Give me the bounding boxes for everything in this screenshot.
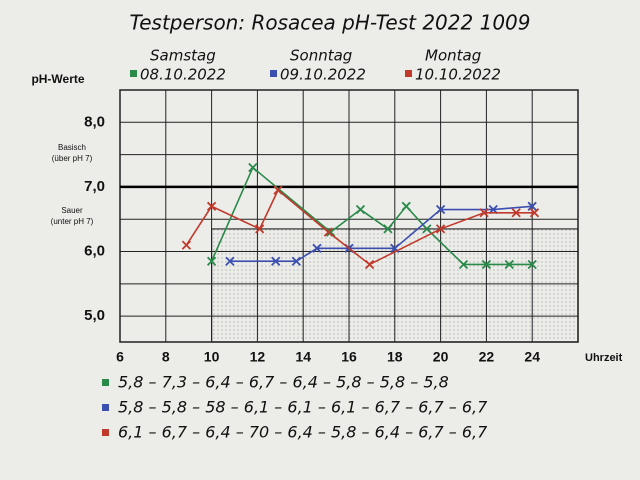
value-row: 5,8 – 7,3 – 6,4 – 6,7 – 6,4 – 5,8 – 5,8 … xyxy=(118,373,449,392)
legend-marker xyxy=(102,379,109,386)
chart-title: Testperson: Rosacea pH-Test 2022 1009 xyxy=(129,11,530,35)
legend-marker xyxy=(405,70,412,77)
x-tick-label: 20 xyxy=(433,349,449,365)
point-marker xyxy=(364,259,375,270)
point-marker xyxy=(206,256,217,266)
legend-marker xyxy=(102,429,109,436)
point-marker xyxy=(401,201,411,211)
y-tick-label: 5,0 xyxy=(84,307,105,324)
annotation: Basisch xyxy=(58,143,86,152)
point-marker xyxy=(323,227,334,237)
point-marker xyxy=(511,208,521,218)
point-marker xyxy=(326,227,336,237)
legend-label: Samstag xyxy=(150,47,216,65)
point-marker xyxy=(291,256,301,266)
point-marker xyxy=(504,259,514,270)
x-tick-label: 22 xyxy=(479,349,495,365)
point-marker xyxy=(529,208,540,218)
point-marker xyxy=(255,224,265,234)
point-marker xyxy=(225,256,235,266)
point-marker xyxy=(248,162,258,173)
point-marker xyxy=(458,259,469,270)
point-marker xyxy=(435,204,446,215)
point-marker xyxy=(527,259,537,270)
point-marker xyxy=(206,201,217,211)
point-marker xyxy=(479,208,489,218)
legend-label: 08.10.2022 xyxy=(140,66,226,84)
point-marker xyxy=(181,240,192,250)
point-marker xyxy=(527,201,537,211)
point-marker xyxy=(383,224,393,234)
legend-label: 10.10.2022 xyxy=(415,66,501,84)
annotation: (über pH 7) xyxy=(52,154,93,163)
legend-marker xyxy=(102,404,109,411)
x-axis-label: Uhrzeit xyxy=(585,352,623,364)
x-tick-label: 18 xyxy=(387,349,403,365)
x-tick-label: 8 xyxy=(162,349,170,365)
x-tick-label: 6 xyxy=(116,349,124,365)
legend-marker xyxy=(130,70,137,77)
point-marker xyxy=(355,204,366,215)
y-tick-label: 8,0 xyxy=(84,113,105,130)
y-axis-label: pH-Werte xyxy=(31,72,84,86)
x-tick-label: 12 xyxy=(250,349,266,365)
legend-marker xyxy=(270,70,277,77)
legend-label: Montag xyxy=(425,47,481,65)
point-marker xyxy=(481,259,492,270)
x-tick-label: 24 xyxy=(524,349,540,365)
legend-label: Sonntag xyxy=(290,47,352,65)
x-tick-label: 14 xyxy=(295,349,311,365)
value-row: 5,8 – 5,8 – 58 – 6,1 – 6,1 – 6,1 – 6,7 –… xyxy=(118,398,488,417)
point-marker xyxy=(271,256,281,266)
plot-frame xyxy=(119,89,579,343)
annotation: Sauer xyxy=(61,206,83,215)
y-tick-label: 6,0 xyxy=(84,243,105,260)
point-marker xyxy=(273,185,283,195)
x-tick-label: 16 xyxy=(341,349,357,365)
point-marker xyxy=(422,224,432,234)
y-tick-label: 7,0 xyxy=(84,178,105,195)
point-marker xyxy=(435,224,446,234)
x-tick-label: 10 xyxy=(204,349,220,365)
annotation: (unter pH 7) xyxy=(51,217,94,226)
value-row: 6,1 – 6,7 – 6,4 – 70 – 6,4 – 5,8 – 6,4 –… xyxy=(118,423,488,442)
legend-label: 09.10.2022 xyxy=(280,66,366,84)
series-line xyxy=(185,188,535,266)
point-marker xyxy=(312,243,322,253)
